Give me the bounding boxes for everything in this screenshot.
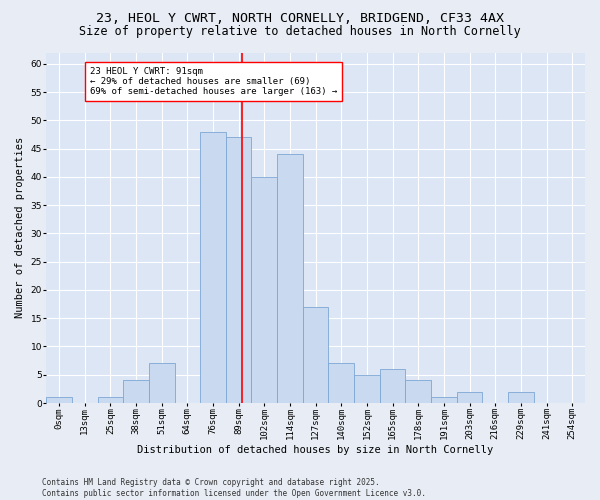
Bar: [431, 398, 457, 403]
Bar: [508, 392, 533, 403]
Bar: [406, 380, 431, 403]
Bar: [457, 392, 482, 403]
Text: 23, HEOL Y CWRT, NORTH CORNELLY, BRIDGEND, CF33 4AX: 23, HEOL Y CWRT, NORTH CORNELLY, BRIDGEN…: [96, 12, 504, 26]
Bar: [200, 132, 226, 403]
X-axis label: Distribution of detached houses by size in North Cornelly: Distribution of detached houses by size …: [137, 445, 494, 455]
Bar: [226, 138, 251, 403]
Bar: [303, 307, 328, 403]
Bar: [251, 177, 277, 403]
Bar: [380, 369, 406, 403]
Bar: [149, 364, 175, 403]
Bar: [277, 154, 303, 403]
Y-axis label: Number of detached properties: Number of detached properties: [15, 137, 25, 318]
Bar: [98, 398, 123, 403]
Bar: [123, 380, 149, 403]
Bar: [328, 364, 354, 403]
Bar: [46, 398, 72, 403]
Text: 23 HEOL Y CWRT: 91sqm
← 29% of detached houses are smaller (69)
69% of semi-deta: 23 HEOL Y CWRT: 91sqm ← 29% of detached …: [90, 66, 337, 96]
Text: Contains HM Land Registry data © Crown copyright and database right 2025.
Contai: Contains HM Land Registry data © Crown c…: [42, 478, 426, 498]
Text: Size of property relative to detached houses in North Cornelly: Size of property relative to detached ho…: [79, 25, 521, 38]
Bar: [354, 375, 380, 403]
